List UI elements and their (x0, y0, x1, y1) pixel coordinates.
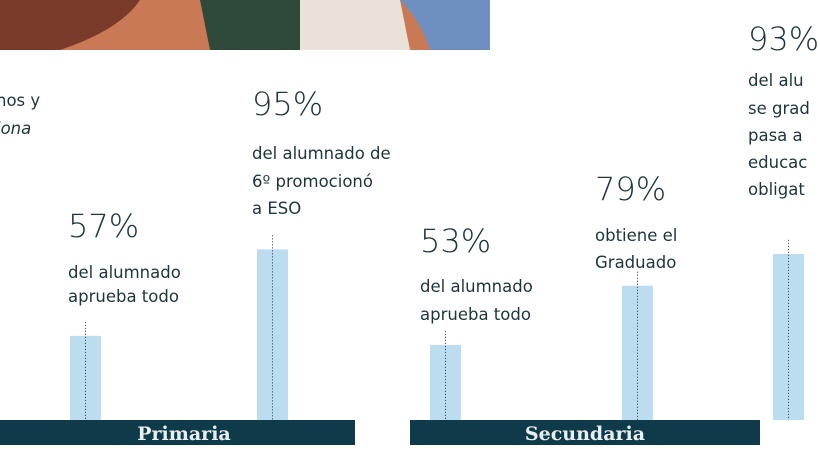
value-label: 95% (252, 85, 323, 123)
bar (773, 253, 804, 420)
annotation: se grad (748, 99, 810, 118)
annotation: aprueba todo (420, 305, 531, 324)
annotation: 6º promocionó (252, 172, 373, 191)
annotation: aprueba todo (68, 287, 179, 306)
annotation: educac (748, 153, 807, 172)
annotation: del alumnado (68, 263, 181, 282)
annotation: obligat (748, 180, 805, 199)
annotation: del alu (748, 71, 804, 90)
bar (70, 335, 101, 420)
annotation: del alumnado (420, 277, 533, 296)
value-label: 53% (420, 222, 491, 260)
side-text: iona (0, 119, 31, 138)
value-label: 93% (748, 20, 819, 58)
value-label: 79% (595, 170, 666, 208)
group-band (0, 420, 355, 445)
annotation: obtiene el (595, 226, 677, 245)
annotation: a ESO (252, 199, 301, 218)
group-label: Secundaria (525, 423, 645, 445)
side-text: nos y (0, 91, 40, 110)
value-label: 57% (68, 207, 139, 245)
annotation: Graduado (595, 253, 676, 272)
annotation: pasa a (748, 126, 803, 145)
group-band (410, 420, 760, 445)
photo (0, 0, 490, 50)
group-label: Primaria (137, 423, 230, 445)
annotation: del alumnado de (252, 144, 391, 163)
